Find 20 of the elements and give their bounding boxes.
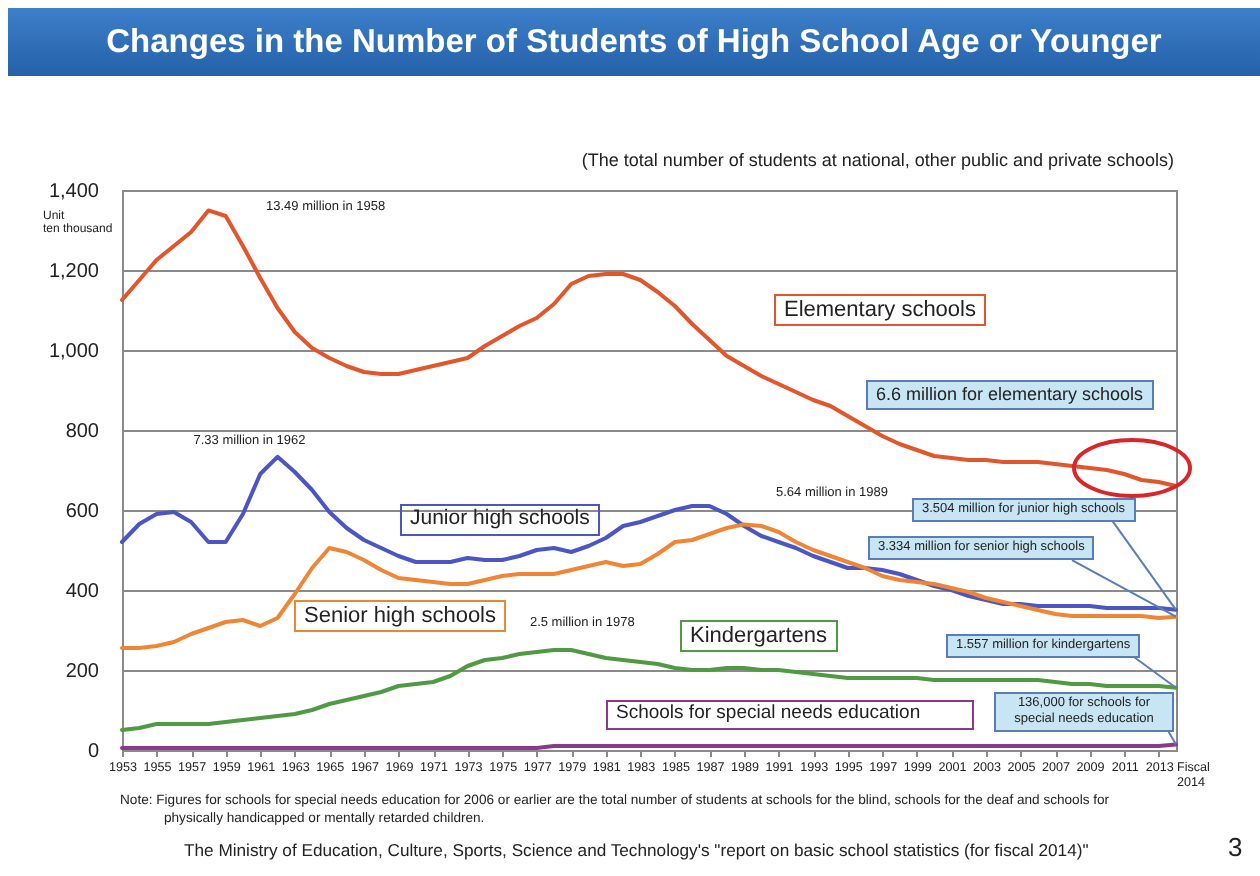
y-tick-label: 600 <box>65 501 100 523</box>
series-label: Schools for special needs education <box>606 700 974 729</box>
text: The Ministry of Education, Culture, Sports, Science and Technology's "report on basic school statistics (for fiscal 2014)" <box>184 840 1089 861</box>
chart-title: Changes in the Number of Students of High School Age or Younger <box>8 8 1260 76</box>
y-tick-label: 400 <box>65 581 100 603</box>
y-tick-label: 1,000 <box>48 341 100 363</box>
chart-subtitle: (The total number of students at national, other public and private schools) <box>581 150 1174 172</box>
y-tick-label: 800 <box>65 421 100 443</box>
series-label: Kindergartens <box>680 620 837 652</box>
series-label: Junior high schools <box>400 504 600 535</box>
y-tick-label: 1,200 <box>48 261 100 283</box>
text: 3 <box>1228 832 1243 864</box>
y-tick-label: 0 <box>87 741 100 763</box>
annotation: 6.6 million for elementary schools <box>866 380 1154 410</box>
line-series <box>120 208 1178 488</box>
series-label: Senior high schools <box>294 600 507 632</box>
y-tick-label: 200 <box>65 661 100 683</box>
text: Elementary schools <box>774 294 986 326</box>
line-series <box>120 648 1178 732</box>
y-tick-label: 1,400 <box>48 181 100 203</box>
